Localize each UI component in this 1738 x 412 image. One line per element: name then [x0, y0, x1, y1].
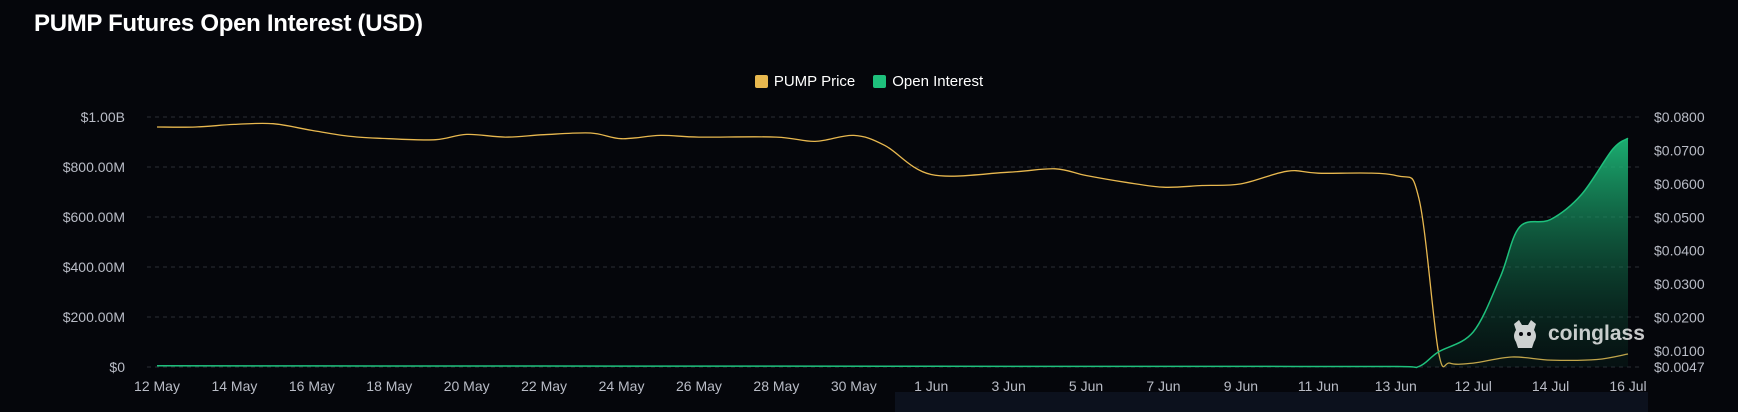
x-axis-tick-label: 7 Jun — [1146, 378, 1180, 394]
x-axis-tick-label: 18 May — [366, 378, 412, 394]
coinglass-logo-icon — [1514, 320, 1536, 348]
x-axis-tick-label: 14 Jul — [1532, 378, 1569, 394]
right-axis-tick-label: $0.0800 — [1654, 109, 1705, 125]
x-axis-tick-label: 5 Jun — [1069, 378, 1103, 394]
left-axis-tick-label: $600.00M — [63, 209, 125, 225]
x-axis-tick-label: 16 Jul — [1609, 378, 1646, 394]
chart-title: PUMP Futures Open Interest (USD) — [34, 10, 423, 37]
x-axis-tick-label: 3 Jun — [992, 378, 1026, 394]
x-axis-tick-label: 22 May — [521, 378, 567, 394]
open-interest-area — [157, 138, 1628, 368]
x-axis-tick-label: 12 May — [134, 378, 180, 394]
pump-price-line — [156, 122, 1629, 368]
right-axis-tick-label: $0.0100 — [1654, 343, 1705, 359]
x-axis-tick-label: 30 May — [831, 378, 877, 394]
left-axis-tick-label: $1.00B — [81, 109, 125, 125]
legend-item-pump-price[interactable]: PUMP Price — [754, 73, 856, 90]
series-layer — [156, 122, 1629, 369]
left-axis-tick-label: $800.00M — [63, 159, 125, 175]
right-axis-tick-label: $0.0400 — [1654, 243, 1705, 259]
right-axis-tick-label: $0.0700 — [1654, 142, 1705, 158]
right-axis-tick-label: $0.0600 — [1654, 176, 1705, 192]
x-axis-tick-label: 13 Jun — [1375, 378, 1417, 394]
x-axis-tick-label: 24 May — [599, 378, 645, 394]
legend-swatch-pump-price — [754, 75, 768, 88]
legend-label-open-interest: Open Interest — [892, 73, 984, 90]
grid-lines — [147, 116, 1640, 368]
x-axis-tick-label: 9 Jun — [1224, 378, 1258, 394]
x-axis-tick-label: 12 Jul — [1454, 378, 1491, 394]
legend-label-pump-price: PUMP Price — [773, 73, 856, 90]
right-axis-tick-label: $0.0300 — [1654, 276, 1705, 292]
watermark: coinglass — [1510, 318, 1645, 350]
watermark-text: coinglass — [1548, 322, 1645, 345]
x-axis-tick-label: 11 Jun — [1298, 378, 1339, 394]
x-axis-tick-label: 1 Jun — [914, 378, 948, 394]
x-axis-tick-label: 26 May — [676, 378, 722, 394]
left-axis-tick-label: $200.00M — [63, 309, 125, 325]
legend-item-open-interest[interactable]: Open Interest — [873, 73, 983, 90]
legend-swatch-open-interest — [873, 75, 887, 88]
x-axis: 12 May 14 May 16 May 18 May 20 May 22 May 24 M… — [134, 378, 1647, 394]
left-y-axis: $0 $200.00M $400.00M $600.00M $800.00M $1.00B — [63, 109, 125, 375]
x-axis-tick-label: 28 May — [753, 378, 799, 394]
x-axis-tick-label: 14 May — [211, 378, 257, 394]
left-axis-tick-label: $400.00M — [63, 259, 125, 275]
right-axis-tick-label: $0.0500 — [1654, 209, 1705, 225]
right-y-axis: $0.0047$0.0100 $0.0200 $0.0300 $0.0400 $0.05… — [1654, 109, 1705, 375]
x-axis-tick-label: 16 May — [289, 378, 335, 394]
chart-legend: PUMP Price Open Interest — [0, 73, 1738, 90]
right-axis-tick-label: $0.0047 — [1654, 359, 1705, 375]
left-axis-tick-label: $0 — [109, 359, 125, 375]
open-interest-line — [156, 137, 1629, 369]
right-axis-tick-label: $0.0200 — [1654, 310, 1705, 326]
x-axis-tick-label: 20 May — [444, 378, 490, 394]
bottom-range-bar — [895, 392, 1648, 412]
